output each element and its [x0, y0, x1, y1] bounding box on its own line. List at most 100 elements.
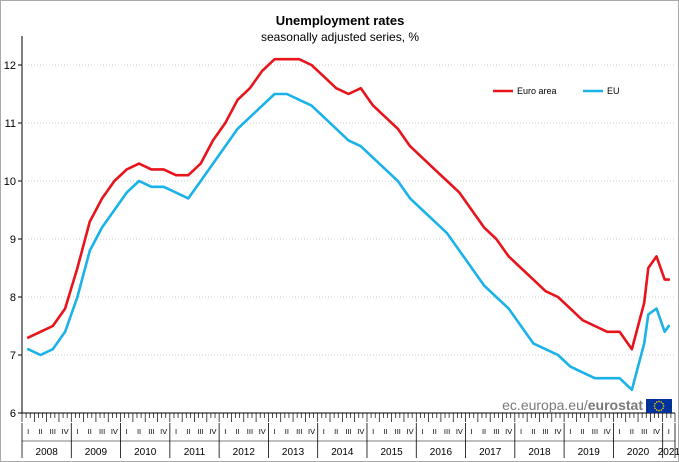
x-quarter-label: II [581, 427, 585, 436]
y-tick-label: 12 [4, 60, 16, 72]
x-quarter-label: I [323, 427, 325, 436]
x-quarter-label: I [175, 427, 177, 436]
watermark-brand: eurostat [588, 397, 644, 413]
x-quarter-label: IV [407, 427, 414, 436]
x-year-label: 2021 [658, 447, 679, 458]
x-quarter-label: I [27, 427, 29, 436]
flag-star [653, 405, 656, 407]
x-year-label: 2016 [430, 447, 453, 458]
chart-subtitle: seasonally adjusted series, % [261, 30, 419, 44]
x-year-label: 2010 [134, 447, 157, 458]
x-quarter-label: III [50, 427, 56, 436]
x-year-label: 2009 [85, 447, 108, 458]
x-year-label: 2008 [36, 447, 59, 458]
x-quarter-label: IV [505, 427, 512, 436]
legend-label: Euro area [517, 86, 557, 96]
y-tick-label: 10 [4, 176, 16, 188]
eurostat-watermark: ec.europa.eu/eurostat [502, 397, 672, 413]
x-quarter-label: I [372, 427, 374, 436]
series-line-eu [26, 92, 671, 392]
flag-star [658, 409, 660, 412]
x-year-label: 2015 [380, 447, 403, 458]
x-quarter-label: II [88, 427, 92, 436]
x-quarter-label: IV [259, 427, 266, 436]
x-quarter-label: III [198, 427, 204, 436]
x-quarter-label: II [383, 427, 387, 436]
flag-star [658, 400, 660, 403]
x-quarter-label: I [569, 427, 571, 436]
x-quarter-label: I [224, 427, 226, 436]
x-quarter-label: II [433, 427, 437, 436]
x-quarter-label: II [531, 427, 535, 436]
series-layer [26, 57, 671, 392]
x-quarter-label: III [493, 427, 499, 436]
watermark-domain: ec.europa.eu/ [502, 397, 588, 413]
x-year-label: 2011 [184, 447, 206, 458]
x-quarter-label: I [126, 427, 128, 436]
x-quarter-label: II [38, 427, 42, 436]
x-quarter-label: III [296, 427, 302, 436]
y-tick-label: 6 [10, 408, 16, 420]
flag-star [654, 407, 656, 410]
x-quarter-label: II [630, 427, 634, 436]
flag-star [654, 402, 656, 405]
x-year-label: 2019 [578, 447, 601, 458]
x-quarter-label: IV [604, 427, 611, 436]
x-quarter-label: IV [554, 427, 561, 436]
svg-text:ec.europa.eu/eurostat: ec.europa.eu/eurostat [502, 397, 643, 413]
x-axis: I II III IV I II III IV I II III IV I II III IV I II III IV… [21, 412, 679, 458]
eu-flag-icon [646, 399, 672, 413]
x-quarter-label: III [641, 427, 647, 436]
x-quarter-label: III [345, 427, 351, 436]
x-quarter-label: II [137, 427, 141, 436]
x-quarter-label: I [520, 427, 522, 436]
x-quarter-label: I [76, 427, 78, 436]
y-axis: 6 7 8 9 10 11 12 [4, 36, 675, 420]
x-quarter-label: I [274, 427, 276, 436]
flag-background [646, 399, 672, 413]
x-quarter-label: III [247, 427, 253, 436]
x-quarter-label: III [148, 427, 154, 436]
x-quarter-label: IV [209, 427, 216, 436]
x-quarter-label: IV [160, 427, 167, 436]
x-quarter-label: II [236, 427, 240, 436]
x-year-label: 2017 [479, 447, 502, 458]
flag-star [655, 409, 658, 411]
x-year-label: 2013 [282, 447, 305, 458]
flag-star [660, 409, 663, 411]
x-quarter-label: III [542, 427, 548, 436]
series-line-euro-area [26, 57, 671, 351]
x-quarter-label: I [421, 427, 423, 436]
x-quarter-label: IV [308, 427, 315, 436]
x-year-label: 2012 [233, 447, 256, 458]
x-quarter-label: IV [111, 427, 118, 436]
x-quarter-label: I [668, 427, 670, 436]
flag-star [655, 401, 658, 403]
y-tick-label: 7 [10, 350, 16, 362]
x-year-label: 2014 [331, 447, 354, 458]
legend: Euro area EU [493, 86, 620, 96]
x-quarter-label: III [395, 427, 401, 436]
x-quarter-label: IV [62, 427, 69, 436]
x-year-label: 2020 [627, 447, 650, 458]
y-tick-label: 9 [10, 234, 16, 246]
flag-star [662, 402, 664, 405]
x-quarter-label: I [619, 427, 621, 436]
y-tick-label: 8 [10, 292, 16, 304]
x-quarter-label: I [471, 427, 473, 436]
flag-star [662, 407, 664, 410]
x-year-label: 2018 [528, 447, 551, 458]
x-quarter-label: II [285, 427, 289, 436]
x-quarter-label: III [444, 427, 450, 436]
flag-star [660, 401, 663, 403]
x-quarter-label: IV [357, 427, 364, 436]
x-quarter-label: II [186, 427, 190, 436]
flag-star [662, 405, 665, 407]
x-quarter-label: IV [456, 427, 463, 436]
x-quarter-label: IV [653, 427, 660, 436]
x-quarter-label: II [334, 427, 338, 436]
y-tick-label: 11 [5, 118, 16, 130]
x-quarter-label: III [99, 427, 105, 436]
